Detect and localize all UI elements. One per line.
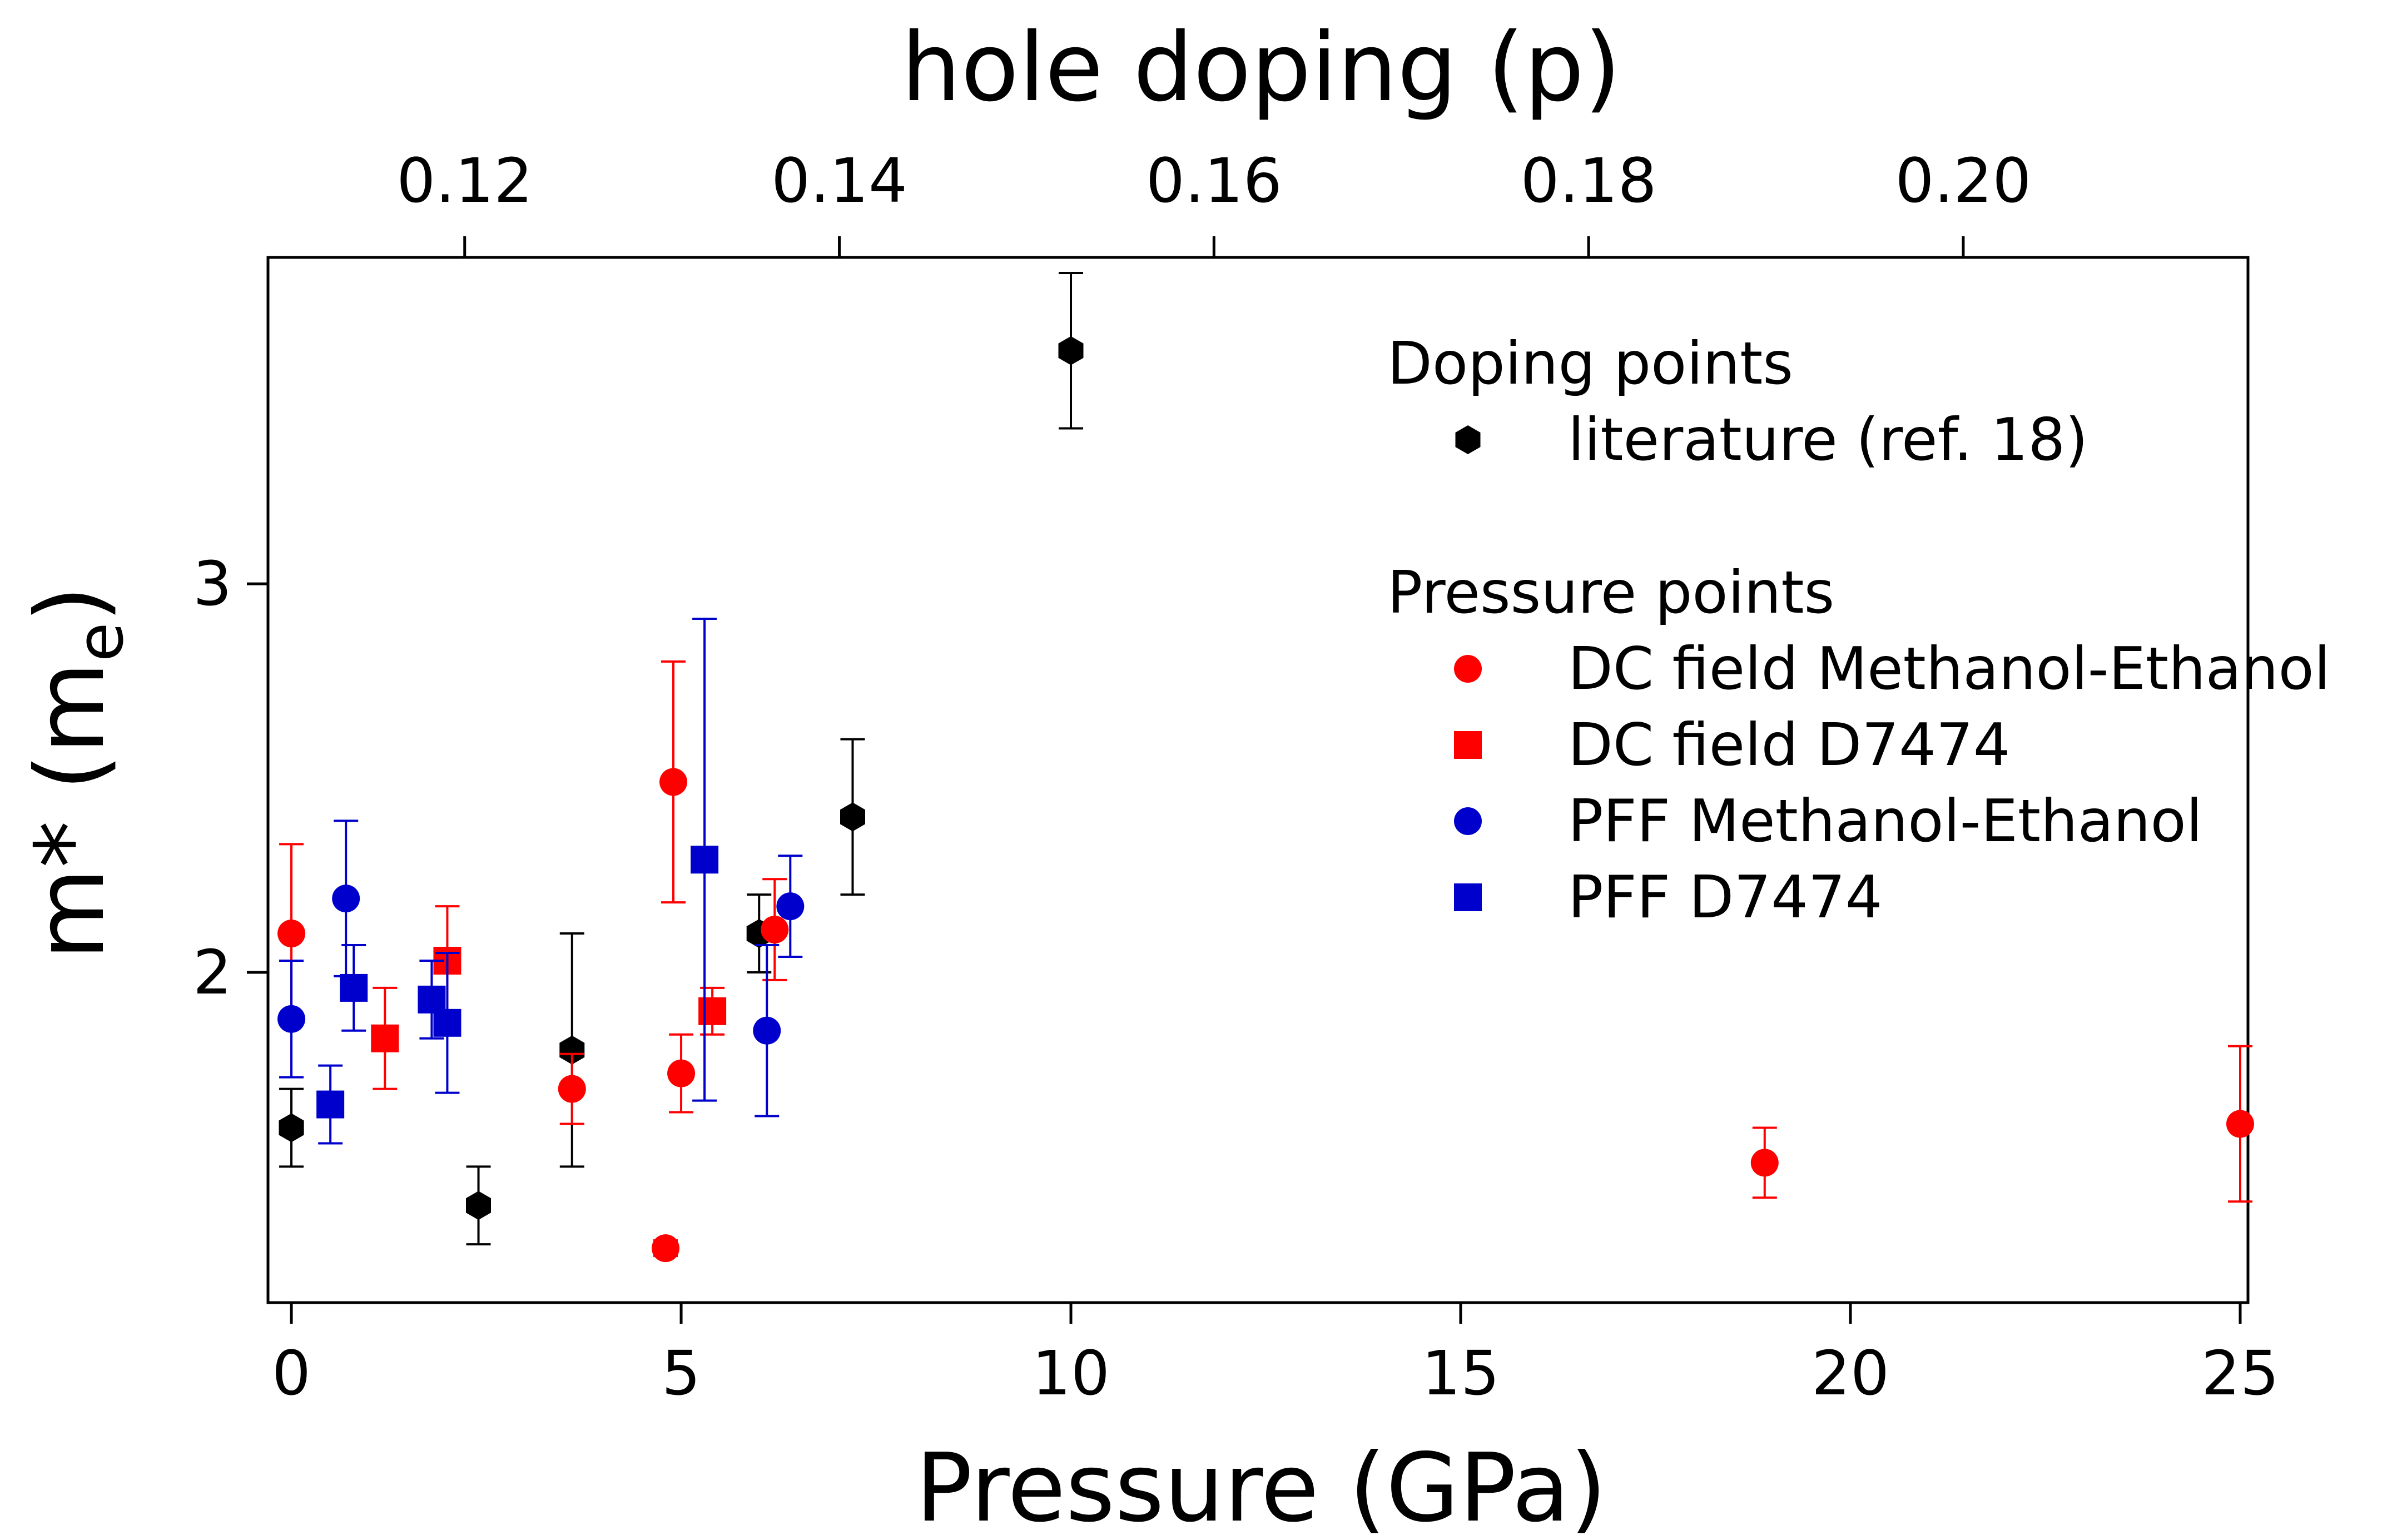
x-axis-title: Pressure (GPa) [915, 1433, 1606, 1540]
data-series-layer [277, 271, 2254, 1263]
data-point [698, 997, 727, 1025]
plot-frame [266, 256, 2250, 1304]
data-point [1058, 336, 1084, 365]
series-literature [279, 271, 1084, 1246]
y-axis-title-subscript: e [63, 623, 138, 662]
top-tick-label: 0.14 [771, 145, 907, 216]
legend-group-header: Pressure points [1387, 559, 1834, 627]
y-axis-title: m* (me) [16, 585, 138, 960]
top-axis: 0.12 0.14 0.16 0.18 0.20 [396, 145, 2031, 257]
legend-marker [1454, 655, 1482, 683]
legend-group-header: Doping points [1387, 330, 1793, 398]
y-tick-label: 3 [193, 548, 232, 619]
data-point [667, 1059, 696, 1087]
y-axis-title-close: ) [16, 585, 126, 622]
series-dc_me [277, 660, 2254, 1263]
series-pff_me [277, 819, 805, 1117]
top-axis-title: hole doping (p) [901, 13, 1621, 123]
x-tick-label: 25 [2201, 1338, 2279, 1409]
x-tick-label: 15 [1422, 1338, 1500, 1409]
legend-entry-label: DC field D7474 [1568, 711, 2011, 779]
legend-entry-label: literature (ref. 18) [1568, 406, 2088, 474]
bottom-axis: 0 5 10 15 20 25 [272, 1303, 2279, 1409]
data-point [340, 973, 368, 1002]
legend-marker [1455, 425, 1481, 454]
x-tick-label: 0 [272, 1338, 311, 1409]
legend-entry-label: DC field Methanol-Ethanol [1568, 635, 2330, 703]
series-pff_d7474 [316, 617, 719, 1145]
data-point [433, 1009, 461, 1037]
data-point [277, 920, 306, 948]
top-tick-label: 0.12 [396, 145, 533, 216]
legend-entry-label: PFF Methanol-Ethanol [1568, 787, 2202, 855]
data-point [761, 916, 789, 944]
data-point [2226, 1110, 2254, 1138]
plot-area-border [266, 256, 2250, 1304]
top-tick-label: 0.18 [1521, 145, 1657, 216]
x-tick-label: 5 [662, 1338, 701, 1409]
data-point [1750, 1149, 1779, 1177]
data-point [316, 1090, 345, 1119]
y-axis-title-main: m* (m [16, 662, 126, 960]
legend-marker [1454, 807, 1482, 835]
data-point [277, 1005, 306, 1033]
data-point [776, 892, 805, 921]
series-dc_d7474 [371, 905, 727, 1090]
data-point [466, 1191, 491, 1220]
data-point [659, 768, 688, 796]
legend-marker [1454, 731, 1482, 759]
data-point [691, 846, 719, 874]
data-point [418, 985, 446, 1014]
x-tick-label: 20 [1812, 1338, 1889, 1409]
top-tick-label: 0.20 [1895, 145, 2031, 216]
data-point [840, 802, 865, 832]
data-point [558, 1075, 586, 1103]
left-axis: 23 [193, 548, 268, 1008]
legend-entry-label: PFF D7474 [1568, 863, 1883, 931]
data-point [559, 1035, 585, 1065]
x-tick-label: 10 [1032, 1338, 1110, 1409]
data-point [652, 1234, 680, 1263]
y-tick-label: 2 [193, 937, 232, 1008]
data-point [332, 885, 360, 913]
data-point [371, 1024, 399, 1052]
legend: Doping points literature (ref. 18) Pressur… [1387, 330, 2330, 931]
top-tick-label: 0.16 [1146, 145, 1282, 216]
data-point [753, 1016, 781, 1045]
data-point [279, 1113, 304, 1142]
legend-marker [1454, 883, 1482, 911]
